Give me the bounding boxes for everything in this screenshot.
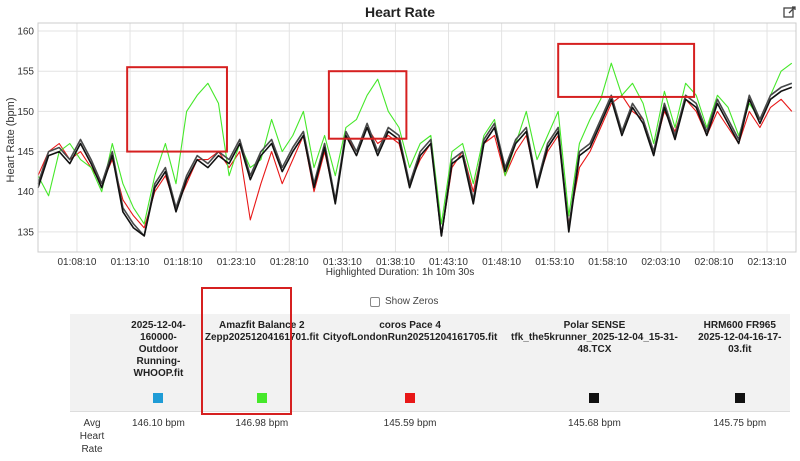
device-column-header: HRM600 FR965 2025-12-04-16-17-03.fit: [690, 314, 790, 384]
x-tick-label: 01:23:10: [217, 257, 256, 268]
device-title-line: Outdoor Running-: [116, 344, 201, 368]
x-tick-label: 01:18:10: [164, 257, 203, 268]
avg-value-cell: 146.98 bpm: [203, 412, 321, 461]
series-layer: [38, 63, 792, 236]
device-title-line: Zepp20251204161701.fit: [205, 332, 319, 344]
x-tick-label: 01:53:10: [535, 257, 574, 268]
y-tick-label: 160: [17, 27, 34, 38]
avg-value-cell: 145.59 bpm: [321, 412, 500, 461]
grid-layer: [38, 23, 796, 252]
x-tick-label: 01:08:10: [57, 257, 96, 268]
device-title-line: CityofLondonRun20251204161705.fit: [323, 332, 498, 344]
device-title-line: coros Pace 4: [323, 320, 498, 332]
device-column-header: Polar SENSE tfk_the5krunner_2025-12-04_1…: [499, 314, 689, 384]
x-tick-label: 01:28:10: [270, 257, 309, 268]
avg-value-cell: 146.10 bpm: [114, 412, 203, 461]
swatch-cell: [690, 384, 790, 412]
show-zeros-label: Show Zeros: [385, 296, 438, 307]
device-column-header: Amazfit Balance 2 Zepp20251204161701.fit: [203, 314, 321, 384]
swatch-row: [70, 384, 790, 412]
device-title-line: HRM600 FR965: [692, 320, 788, 332]
device-column-header: 2025-12-04-160000- Outdoor Running- WHOO…: [114, 314, 203, 384]
swatch-cell: [70, 384, 114, 412]
series-color-swatch: [257, 393, 267, 403]
device-title-line: 2025-12-04-160000-: [116, 320, 201, 344]
y-tick-label: 140: [17, 187, 34, 198]
y-axis-label: Heart Rate (bpm): [5, 98, 17, 183]
avg-value-cell: 145.68 bpm: [499, 412, 689, 461]
highlight-box: [558, 44, 694, 97]
x-tick-label: 02:08:10: [694, 257, 733, 268]
plot-frame: [38, 23, 796, 252]
y-tick-label: 135: [17, 227, 34, 238]
series-color-swatch: [153, 393, 163, 403]
swatch-cell: [203, 384, 321, 412]
device-title-line: Polar SENSE: [501, 320, 687, 332]
series-color-swatch: [735, 393, 745, 403]
y-tick-label: 145: [17, 147, 34, 158]
series-color-swatch: [589, 393, 599, 403]
highlight-layer: [127, 44, 694, 152]
device-title-line: WHOOP.fit: [116, 368, 201, 380]
x-tick-label: 01:13:10: [111, 257, 150, 268]
series-line: [38, 83, 792, 236]
series-color-swatch: [405, 393, 415, 403]
highlight-box: [127, 67, 227, 151]
show-zeros-checkbox[interactable]: [370, 297, 380, 307]
swatch-cell: [499, 384, 689, 412]
avg-heart-rate-row: Avg Heart Rate 146.10 bpm 146.98 bpm 145…: [70, 412, 790, 461]
x-tick-label: 02:03:10: [641, 257, 680, 268]
summary-header-row: 2025-12-04-160000- Outdoor Running- WHOO…: [70, 314, 790, 384]
heart-rate-chart: 135 140 145 150 155 160 01:08:10 01:13:10 01:18:…: [0, 0, 800, 290]
device-title-line: Amazfit Balance 2: [205, 320, 319, 332]
y-tick-label: 155: [17, 67, 34, 78]
x-axis-label: Highlighted Duration: 1h 10m 30s: [326, 267, 474, 278]
metric-header-cell: [70, 314, 114, 384]
x-tick-label: 01:48:10: [482, 257, 521, 268]
device-column-header: coros Pace 4 CityofLondonRun202512041617…: [321, 314, 500, 384]
summary-table: 2025-12-04-160000- Outdoor Running- WHOO…: [70, 314, 790, 461]
series-line: [38, 83, 792, 236]
device-title-line: tfk_the5krunner_2025-12-04_15-31-48.TCX: [501, 332, 687, 356]
swatch-cell: [114, 384, 203, 412]
y-tick-label: 150: [17, 107, 34, 118]
show-zeros-toggle[interactable]: Show Zeros: [370, 296, 438, 307]
avg-value-cell: 145.75 bpm: [690, 412, 790, 461]
metric-label: Avg Heart Rate: [70, 412, 114, 461]
x-tick-label: 02:13:10: [748, 257, 787, 268]
device-title-line: 2025-12-04-16-17-03.fit: [692, 332, 788, 356]
x-tick-label: 01:58:10: [588, 257, 627, 268]
swatch-cell: [321, 384, 500, 412]
